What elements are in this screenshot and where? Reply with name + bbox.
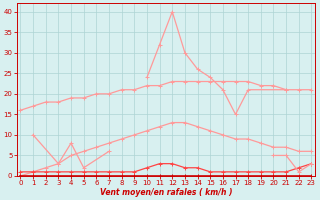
X-axis label: Vent moyen/en rafales ( km/h ): Vent moyen/en rafales ( km/h ) bbox=[100, 188, 232, 197]
